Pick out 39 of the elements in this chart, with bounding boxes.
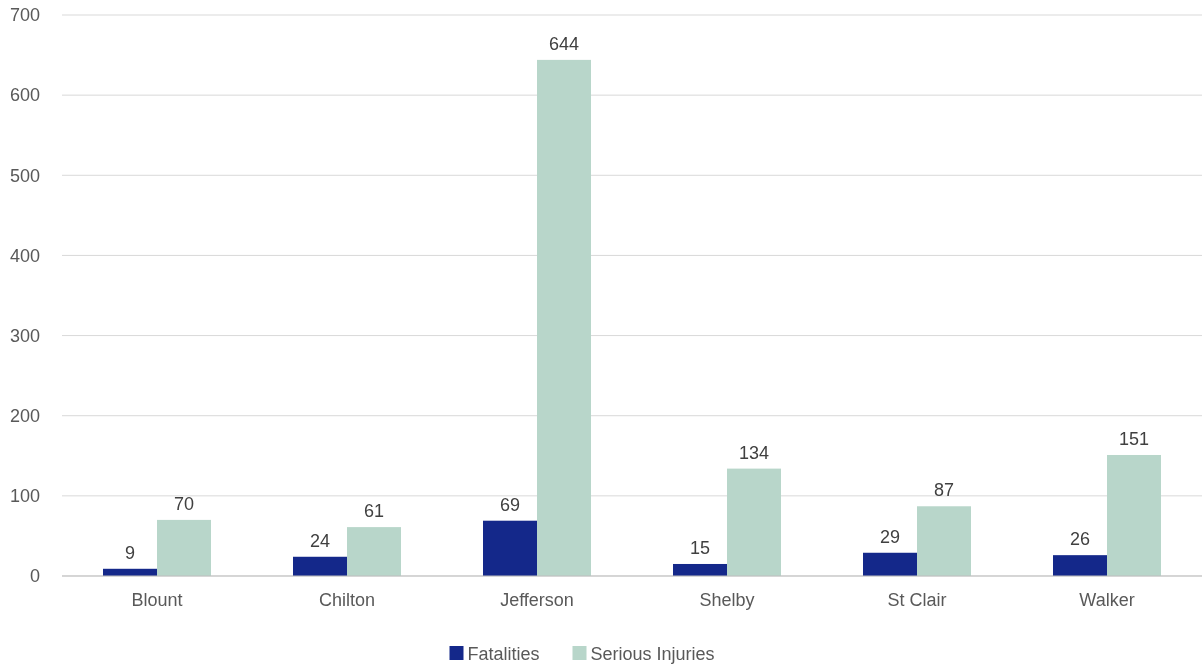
x-tick-label: Walker xyxy=(1079,590,1135,610)
y-tick-label: 200 xyxy=(9,406,40,427)
data-label: 70 xyxy=(173,493,195,514)
y-tick-label: 500 xyxy=(9,165,40,186)
bar xyxy=(347,527,401,576)
y-tick-label: 100 xyxy=(9,486,40,507)
data-label: 69 xyxy=(499,494,521,515)
data-label: 87 xyxy=(933,480,955,501)
legend-label: Fatalities xyxy=(467,644,540,664)
y-tick-label: 400 xyxy=(9,245,40,266)
bar xyxy=(483,520,537,576)
y-tick-label: 700 xyxy=(9,5,40,26)
bar xyxy=(157,519,211,576)
bar xyxy=(727,468,781,576)
bar xyxy=(1053,555,1107,576)
x-tick-label: Jefferson xyxy=(500,590,574,610)
data-label: 151 xyxy=(1118,428,1150,449)
bar xyxy=(863,552,917,576)
x-tick-label: St Clair xyxy=(887,590,947,610)
x-tick-label: Chilton xyxy=(318,590,376,610)
bar xyxy=(673,563,727,576)
data-label: 644 xyxy=(548,33,580,54)
bar xyxy=(917,506,971,576)
legend-label: Serious Injuries xyxy=(590,644,715,664)
data-label: 61 xyxy=(363,501,385,522)
data-label: 134 xyxy=(738,442,770,463)
bar xyxy=(537,59,591,576)
data-label: 9 xyxy=(124,542,136,563)
y-tick-label: 0 xyxy=(29,566,40,587)
x-tick-label: Blount xyxy=(131,590,183,610)
data-label: 15 xyxy=(689,537,711,558)
y-tick-label: 300 xyxy=(9,325,40,346)
bar xyxy=(1107,454,1161,576)
x-tick-label: Shelby xyxy=(699,590,755,610)
bar xyxy=(293,556,347,576)
y-tick-label: 600 xyxy=(9,85,40,106)
data-label: 24 xyxy=(309,530,331,551)
data-label: 26 xyxy=(1069,529,1091,550)
data-label: 29 xyxy=(879,526,901,547)
